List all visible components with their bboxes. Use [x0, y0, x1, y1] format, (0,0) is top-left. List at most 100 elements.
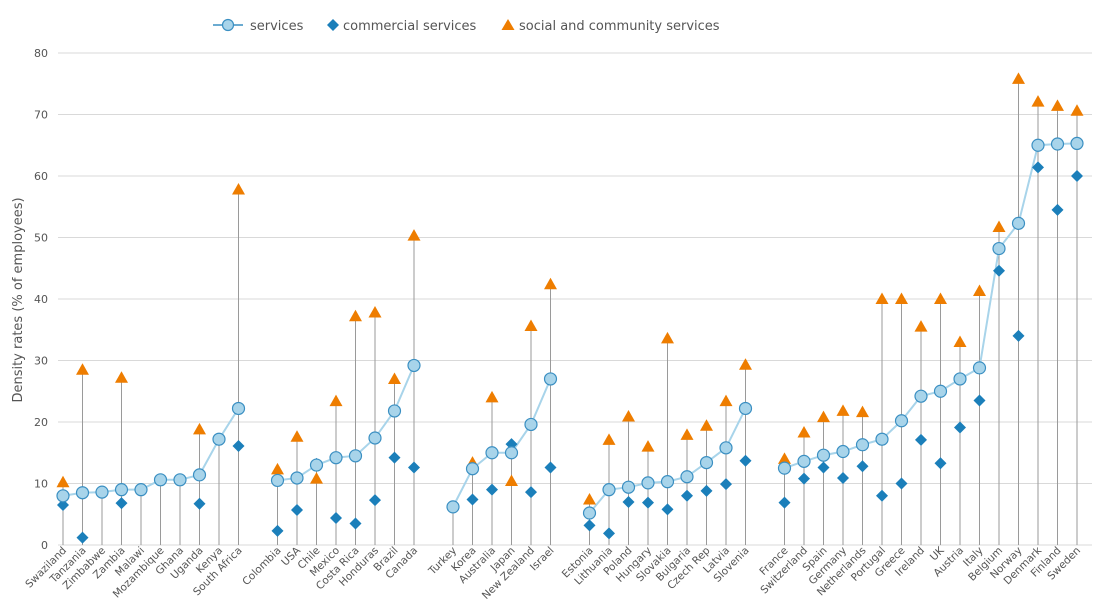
services-point-bulgaria [681, 471, 693, 483]
commercial-point-france [779, 497, 791, 509]
services-point-latvia [720, 442, 732, 454]
commercial-point-latvia [720, 478, 732, 490]
commercial-point-poland [623, 496, 635, 508]
services-point-belgium [993, 243, 1005, 255]
commercial-point-new-zealand [525, 486, 537, 498]
services-point-tanzania [77, 487, 89, 499]
commercial-point-korea [467, 493, 479, 505]
social-point-poland [622, 410, 635, 422]
commercial-point-lithuania [603, 527, 615, 539]
social-point-sweden [1071, 104, 1084, 116]
commercial-point-tanzania [77, 532, 89, 544]
social-point-switzerland [798, 426, 811, 438]
services-point-portugal [876, 433, 888, 445]
commercial-point-bulgaria [681, 490, 693, 502]
social-point-germany [837, 404, 850, 416]
commercial-point-spain [818, 462, 830, 474]
services-point-norway [1013, 217, 1025, 229]
commercial-point-uganda [194, 498, 206, 510]
stems [63, 79, 1077, 545]
y-tick-label: 50 [34, 232, 48, 245]
legend-item-social-community-services: social and community services [502, 19, 720, 34]
commercial-point-portugal [876, 490, 888, 502]
commercial-point-mexico [330, 512, 342, 524]
legend-label-commercial-services: commercial services [343, 19, 477, 34]
commercial-point-italy [974, 394, 986, 406]
social-point-new-zealand [525, 320, 538, 332]
social-point-netherlands [856, 406, 869, 418]
commercial-point-sweden [1071, 170, 1083, 182]
social-point-spain [817, 411, 830, 423]
services-point-spain [818, 449, 830, 461]
commercial-point-usa [291, 504, 303, 516]
social-point-israel [544, 278, 557, 290]
commercial-point-uk [935, 457, 947, 469]
commercial-point-netherlands [857, 460, 869, 472]
social-point-belgium [993, 221, 1006, 233]
commercial-point-estonia [584, 519, 596, 531]
services-point-zimbabwe [96, 486, 108, 498]
data-markers [57, 72, 1084, 543]
social-point-czech-rep [700, 419, 713, 431]
services-point-poland [623, 481, 635, 493]
services-point-hungary [642, 477, 654, 489]
services-point-turkey [447, 501, 459, 513]
commercial-point-czech-rep [701, 485, 713, 497]
services-point-france [779, 462, 791, 474]
legend-item-commercial-services: commercial services [327, 19, 477, 34]
services-point-austria [954, 373, 966, 385]
social-point-austria [954, 336, 967, 348]
social-point-usa [291, 430, 304, 442]
legend-label-social-community-services: social and community services [519, 19, 720, 34]
commercial-point-slovenia [740, 455, 752, 467]
commercial-point-canada [408, 462, 420, 474]
services-point-israel [545, 373, 557, 385]
social-point-mexico [330, 395, 343, 407]
social-point-colombia [271, 463, 284, 475]
services-point-south-africa [233, 402, 245, 414]
y-tick-label: 20 [34, 416, 48, 429]
legend-item-services: services [213, 19, 304, 34]
services-point-swaziland [57, 490, 69, 502]
social-point-hungary [642, 440, 655, 452]
services-point-finland [1052, 138, 1064, 150]
social-point-south-africa [232, 183, 245, 195]
y-axis: 0 10 20 30 40 50 60 70 80 [34, 47, 48, 552]
services-point-italy [974, 362, 986, 374]
commercial-point-honduras [369, 494, 381, 506]
x-axis-labels: SwazilandTanzaniaZimbabweZambiaMalawiMoz… [23, 544, 1083, 602]
social-point-lithuania [603, 433, 616, 445]
services-point-chile [311, 459, 323, 471]
commercial-point-slovakia [662, 503, 674, 515]
legend-marker-social [502, 19, 515, 30]
commercial-point-south-africa [233, 440, 245, 452]
y-tick-label: 10 [34, 478, 48, 491]
commercial-point-austria [954, 422, 966, 434]
services-point-canada [408, 359, 420, 371]
services-point-usa [291, 472, 303, 484]
y-tick-label: 40 [34, 293, 48, 306]
services-point-denmark [1032, 139, 1044, 151]
commercial-point-australia [486, 484, 498, 496]
commercial-point-finland [1052, 204, 1064, 216]
commercial-point-israel [545, 462, 557, 474]
social-point-latvia [720, 395, 733, 407]
services-point-new-zealand [525, 418, 537, 430]
commercial-point-greece [896, 478, 908, 490]
services-point-czech-rep [701, 457, 713, 469]
legend-marker-services [223, 20, 234, 31]
chart-legend: services commercial services social and … [213, 19, 720, 34]
y-tick-label: 80 [34, 47, 48, 60]
legend-label-services: services [250, 19, 304, 34]
social-point-greece [895, 293, 908, 305]
commercial-point-germany [837, 472, 849, 484]
services-point-malawi [135, 484, 147, 496]
services-point-australia [486, 447, 498, 459]
commercial-point-norway [1013, 330, 1025, 342]
services-point-uk [935, 385, 947, 397]
social-point-ireland [915, 320, 928, 332]
y-tick-label: 70 [34, 109, 48, 122]
social-point-uk [934, 293, 947, 305]
social-point-tanzania [76, 363, 89, 375]
